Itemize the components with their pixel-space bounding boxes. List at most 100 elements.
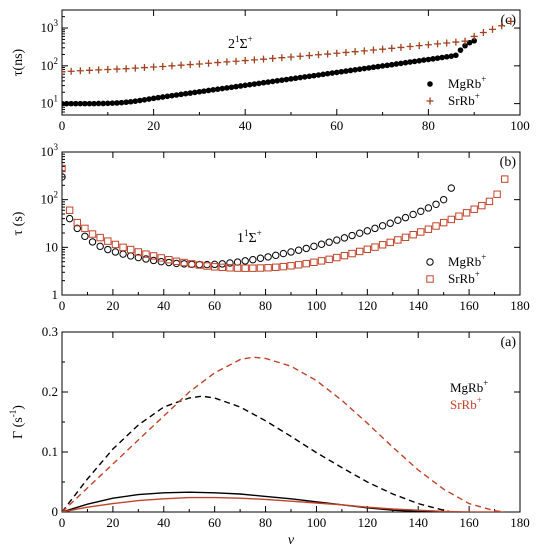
- data-point: [86, 100, 93, 107]
- data-point: [294, 246, 303, 254]
- data-point: [356, 66, 363, 72]
- legend-marker: [426, 258, 434, 266]
- x-axis-label: v: [288, 533, 295, 548]
- data-point: [96, 233, 104, 242]
- series-srrb-1: [62, 17, 515, 76]
- data-point: [269, 54, 277, 62]
- series-mgrb-0: [62, 173, 455, 269]
- data-point: [233, 258, 242, 266]
- data-point: [256, 80, 262, 87]
- data-point: [95, 100, 102, 107]
- data-point: [279, 77, 285, 83]
- data-point: [150, 63, 158, 71]
- data-point: [470, 32, 478, 40]
- data-point: [196, 88, 203, 95]
- legend-entry-base: MgRb: [450, 380, 483, 395]
- state-sup2: +: [248, 34, 253, 44]
- legend-label: SrRb+: [448, 269, 480, 286]
- data-point: [168, 62, 176, 70]
- y-axis-label: Γ (s-1): [8, 405, 26, 439]
- data-point: [324, 50, 332, 58]
- data-point: [172, 259, 181, 268]
- data-point: [415, 42, 423, 50]
- data-point: [386, 238, 394, 247]
- data-point: [269, 78, 276, 85]
- data-point: [287, 262, 295, 270]
- x-tick-label: 180: [510, 298, 530, 313]
- data-point: [96, 242, 104, 251]
- x-tick-label: 120: [358, 515, 378, 530]
- x-tick-label: 40: [157, 515, 170, 530]
- y-tick-label-base: 10: [41, 96, 54, 111]
- y-tick-label-sup: 3: [54, 18, 59, 28]
- data-point: [195, 60, 203, 68]
- x-tick-label: 0: [59, 298, 66, 313]
- data-point: [140, 64, 148, 72]
- series-unnamed-3: [62, 496, 505, 512]
- data-point: [388, 44, 396, 52]
- data-point: [485, 197, 494, 206]
- data-point: [88, 238, 97, 246]
- data-point: [155, 94, 161, 101]
- x-tick-label: 160: [459, 298, 479, 313]
- data-point: [406, 43, 414, 51]
- x-tick-label: 0: [59, 515, 66, 530]
- data-point: [279, 249, 288, 258]
- data-point: [317, 240, 326, 248]
- x-tick-label: 160: [459, 515, 479, 530]
- data-point: [363, 245, 372, 253]
- panel-label: (c): [500, 13, 516, 28]
- data-point: [237, 83, 244, 89]
- data-point: [246, 81, 253, 88]
- y-tick-label: 0.1: [42, 444, 58, 459]
- x-tick-label: 20: [106, 515, 119, 530]
- legend-item: SrRb+: [426, 269, 480, 286]
- y-tick-label: 103: [41, 142, 59, 159]
- data-point: [111, 240, 120, 249]
- data-point: [113, 65, 121, 73]
- y-tick-label-base: 10: [41, 192, 54, 207]
- data-point: [157, 254, 165, 262]
- data-point: [478, 201, 486, 210]
- data-point: [470, 205, 478, 213]
- data-point: [186, 61, 194, 69]
- data-point: [187, 90, 194, 96]
- data-point: [132, 98, 139, 104]
- data-point: [371, 224, 379, 233]
- x-tick-label: 80: [259, 298, 272, 313]
- data-point: [104, 237, 112, 245]
- data-point: [137, 97, 143, 104]
- y-tick-label: 103: [41, 18, 59, 35]
- data-point: [177, 61, 185, 69]
- data-point: [226, 259, 234, 267]
- data-point: [317, 257, 326, 265]
- data-point: [379, 63, 386, 69]
- data-point: [461, 37, 469, 45]
- x-tick-label: 140: [408, 515, 428, 530]
- data-point: [375, 63, 381, 70]
- legend-label-sup: +: [481, 252, 486, 262]
- data-point: [397, 43, 405, 51]
- state-label: 11Σ+: [237, 228, 262, 246]
- data-point: [226, 264, 234, 272]
- data-point: [366, 65, 372, 71]
- data-point: [279, 262, 288, 271]
- legend-label: SrRb+: [448, 91, 480, 108]
- panel-label: (a): [500, 335, 516, 350]
- data-point: [178, 91, 184, 98]
- data-point: [233, 83, 239, 90]
- data-point: [241, 257, 249, 265]
- data-point: [424, 41, 432, 49]
- data-point: [283, 76, 290, 83]
- legend-label-base: SrRb: [448, 93, 475, 108]
- data-point: [402, 59, 409, 66]
- series-unnamed-2: [62, 491, 452, 512]
- x-tick-label: 0: [59, 118, 66, 133]
- y-tick-label: 102: [41, 56, 59, 73]
- data-point: [393, 61, 400, 67]
- x-tick-label: 100: [307, 298, 327, 313]
- data-point: [210, 260, 219, 269]
- data-point: [432, 222, 440, 230]
- data-point: [260, 79, 267, 86]
